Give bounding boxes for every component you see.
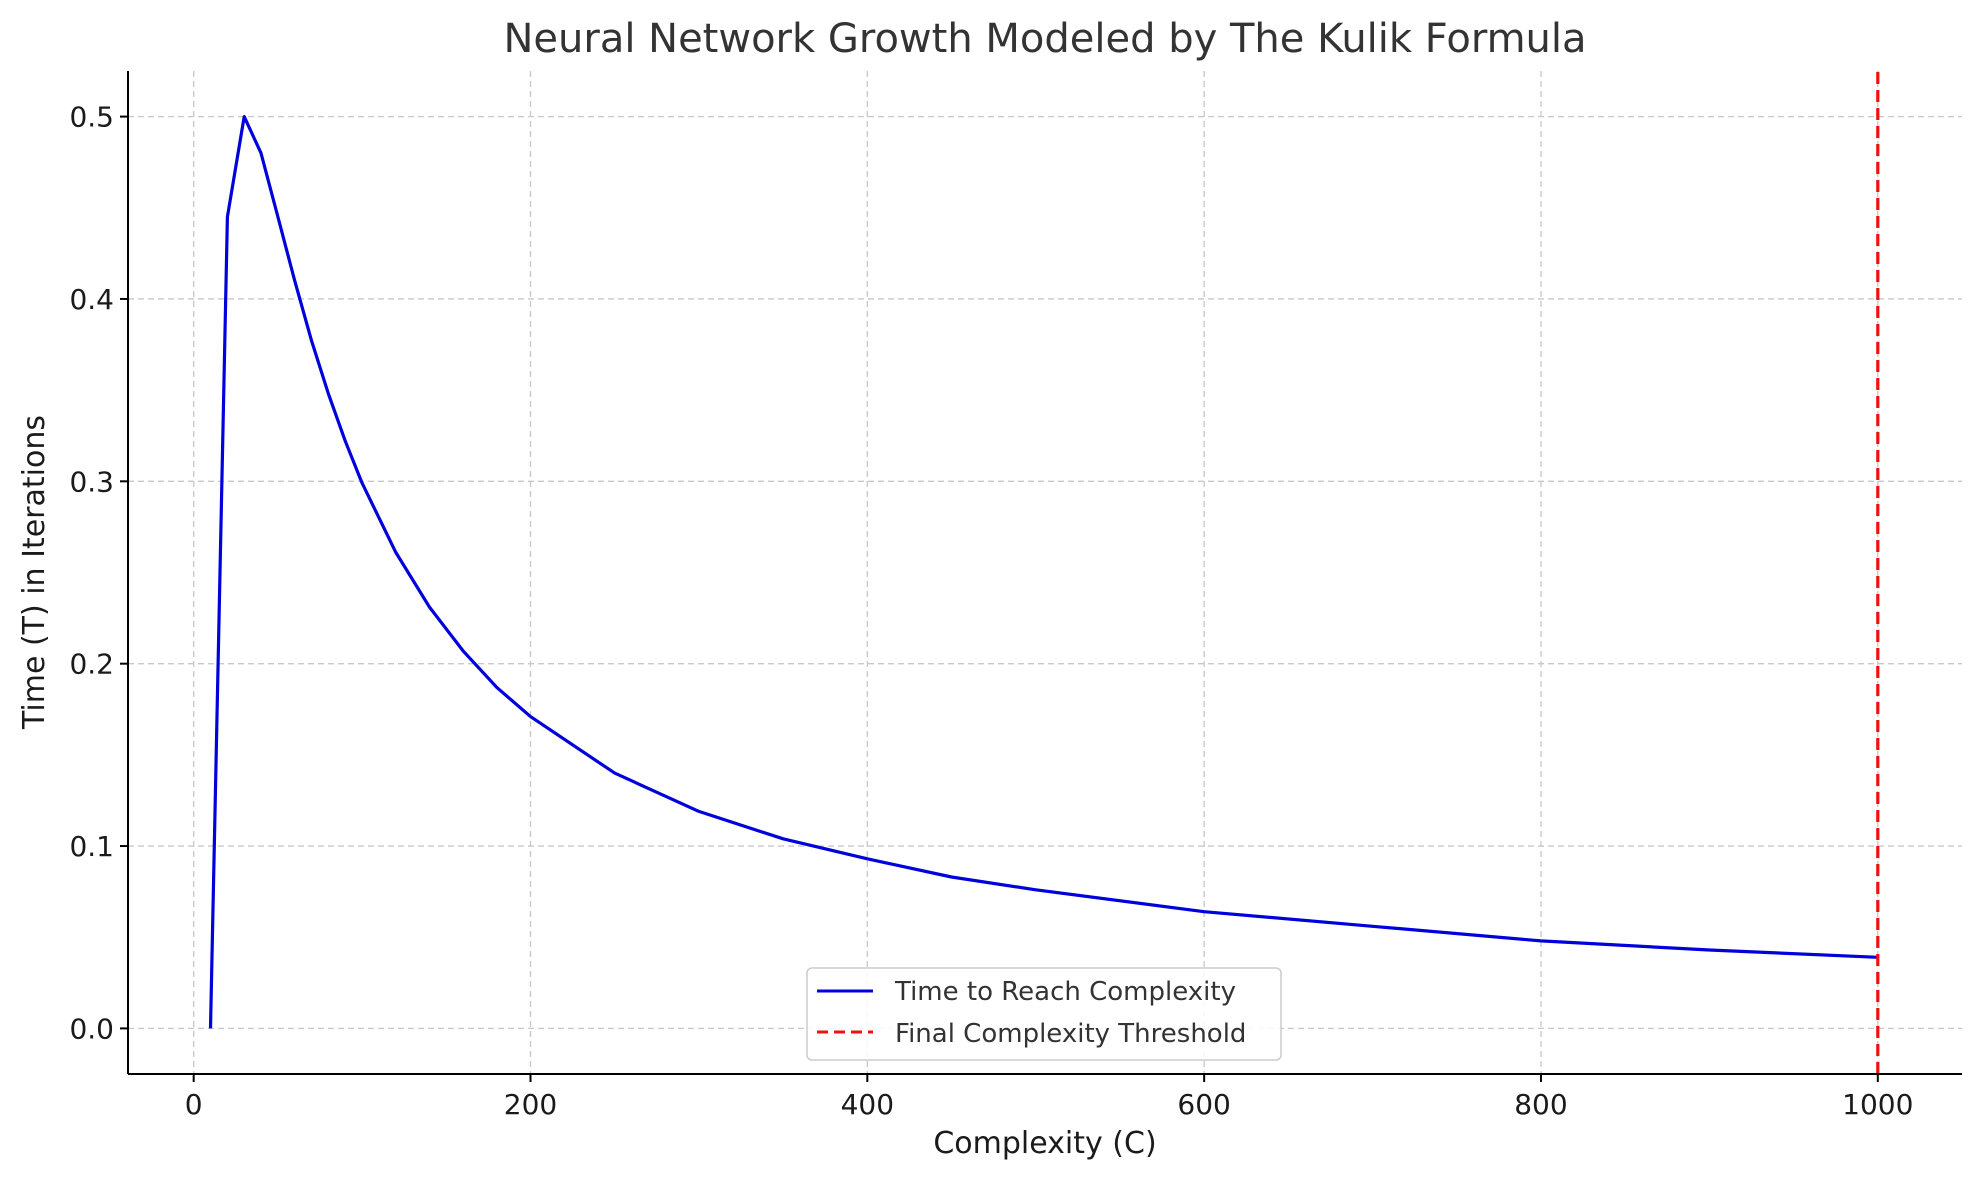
x-tick-label: 800 [1514, 1088, 1567, 1121]
x-tick-label: 0 [185, 1088, 203, 1121]
y-tick-label: 0.1 [69, 830, 114, 863]
legend-box [806, 967, 1282, 1061]
x-tick-label: 1000 [1842, 1088, 1913, 1121]
y-tick-label: 0.4 [69, 283, 114, 316]
legend-label-time: Time to Reach Complexity [894, 977, 1236, 1007]
ticks-layer: 0 200 400 600 800 1000 0.0 0.1 0.2 0.3 0.4 0.5 [69, 101, 1913, 1121]
y-tick-label: 0.0 [69, 1012, 114, 1045]
chart-title: Neural Network Growth Modeled by The Kul… [503, 16, 1586, 62]
series-layer [208, 71, 1880, 1074]
y-tick-label: 0.3 [69, 465, 114, 498]
x-axis-label: Complexity (C) [933, 1126, 1156, 1161]
y-tick-label: 0.5 [69, 101, 114, 134]
x-tick-label: 400 [841, 1088, 894, 1121]
axes-layer [127, 71, 1962, 1075]
y-tick-label: 0.2 [69, 648, 114, 681]
legend-label-threshold: Final Complexity Threshold [895, 1019, 1246, 1049]
x-tick-label: 200 [504, 1088, 557, 1121]
grid-layer [128, 71, 1962, 1074]
series-line-time-to-reach-complexity [208, 114, 1878, 1029]
legend: Time to Reach Complexity Final Complexit… [806, 967, 1282, 1061]
y-axis-label: Time (T) in Iterations [17, 415, 52, 730]
x-tick-label: 600 [1177, 1088, 1230, 1121]
